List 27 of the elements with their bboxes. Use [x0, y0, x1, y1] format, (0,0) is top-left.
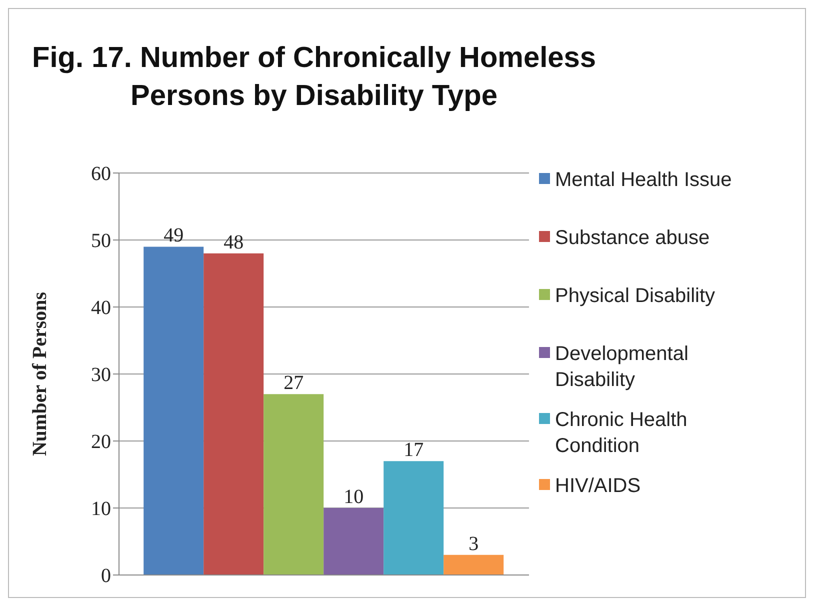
bar — [324, 508, 384, 575]
legend-label: Substance abuse — [555, 226, 711, 251]
y-tick-label: 50 — [91, 230, 111, 252]
chart-title: Fig. 17. Number of Chronically Homeless Persons by Disability Type — [30, 41, 598, 114]
bar — [264, 394, 324, 575]
y-axis-title: Number of Persons — [29, 292, 52, 456]
bar — [384, 461, 444, 575]
y-tick-label: 10 — [91, 498, 111, 520]
y-tick-label: 30 — [91, 364, 111, 386]
legend-label: Chronic Health Condition — [555, 408, 688, 459]
data-label: 49 — [164, 224, 184, 247]
y-tick-label: 40 — [91, 297, 111, 320]
legend-label: Developmental Disability — [555, 342, 690, 393]
data-label: 48 — [224, 231, 244, 254]
legend-label: Physical Disability — [555, 284, 716, 309]
legend-label: Mental Health Issue — [555, 168, 733, 193]
y-tick-label: 60 — [91, 163, 111, 186]
data-label: 17 — [404, 439, 424, 462]
data-label: 3 — [468, 532, 479, 555]
data-label: 27 — [284, 372, 304, 394]
y-tick-label: 20 — [91, 431, 111, 454]
bar — [204, 253, 264, 575]
legend-label: HIV/AIDS — [555, 474, 642, 499]
y-tick-label: 0 — [101, 565, 111, 588]
bar — [444, 554, 504, 575]
bar — [144, 246, 204, 575]
data-label: 10 — [344, 486, 364, 508]
